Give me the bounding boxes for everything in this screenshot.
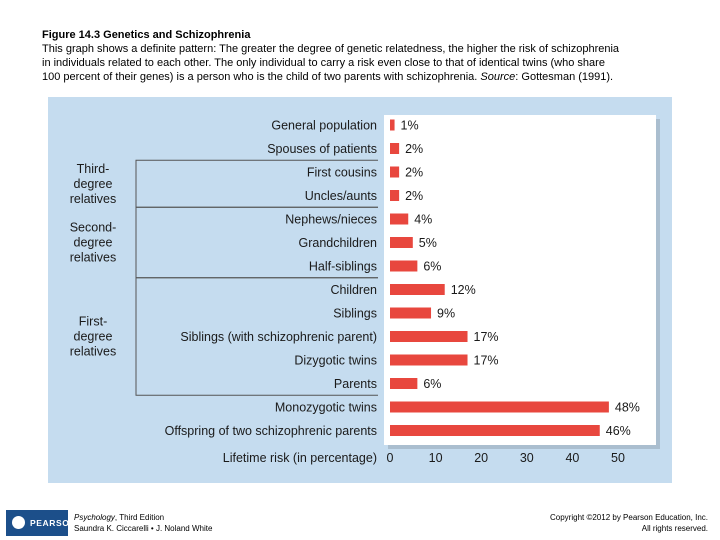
group-bracket-2 [135, 277, 378, 396]
bar-1 [390, 143, 400, 154]
x-tick-0: 0 [387, 451, 394, 465]
value-label-9: 17% [474, 330, 499, 344]
bar-7 [390, 284, 445, 295]
caption-source-ref: : Gottesman (1991). [515, 71, 614, 83]
category-label-13: Offspring of two schizophrenic parents [165, 424, 377, 438]
category-label-7: Children [330, 283, 377, 297]
x-tick-50: 50 [611, 451, 625, 465]
chart-panel: General population 1% Spouses of patients 2… [48, 97, 672, 483]
x-tick-10: 10 [429, 451, 443, 465]
caption-line-1: This graph shows a definite pattern: The… [42, 43, 620, 55]
bar-2 [390, 166, 400, 178]
category-label-6: Half-siblings [309, 260, 377, 274]
category-label-2: First cousins [307, 166, 377, 180]
group-label-0-0: Third- [77, 162, 110, 176]
category-label-5: Grandchildren [298, 236, 377, 250]
bar-10 [390, 354, 468, 366]
x-tick-30: 30 [520, 451, 534, 465]
bar-4 [390, 213, 409, 225]
group-label-2-0: First- [79, 315, 107, 329]
category-label-12: Monozygotic twins [275, 401, 377, 415]
figure-title: Figure 14.3 Genetics and Schizophrenia [42, 29, 251, 41]
value-label-12: 48% [615, 401, 640, 415]
pearson-logo: PEARSON [6, 510, 76, 536]
copyright-text: Copyright ©2012 by Pearson Education, In… [550, 513, 708, 522]
bar-0 [390, 119, 395, 131]
category-label-9: Siblings (with schizophrenic parent) [180, 330, 377, 344]
value-label-10: 17% [474, 354, 499, 368]
category-label-4: Nephews/nieces [285, 213, 377, 227]
value-label-4: 4% [414, 213, 432, 227]
value-label-7: 12% [451, 283, 476, 297]
caption-source-label: Source [480, 71, 516, 83]
rights-text: All rights reserved. [641, 524, 708, 533]
plot-area [384, 115, 656, 445]
x-tick-40: 40 [565, 451, 579, 465]
bar-12 [390, 401, 609, 413]
value-label-3: 2% [405, 189, 423, 203]
publisher-name: PEARSON [30, 518, 77, 528]
group-label-1-1: degree [74, 236, 113, 250]
value-label-0: 1% [401, 119, 419, 133]
category-label-0: General population [271, 119, 377, 133]
value-label-5: 5% [419, 236, 437, 250]
value-label-2: 2% [405, 166, 423, 180]
x-tick-20: 20 [474, 451, 488, 465]
book-title: Psychology [74, 513, 115, 522]
copyright-notice: Copyright ©2012 by Pearson Education, In… [550, 512, 708, 534]
bar-3 [390, 190, 400, 201]
book-credit: Psychology, Third Edition Saundra K. Cic… [74, 512, 212, 534]
bar-5 [390, 237, 413, 248]
book-authors: Saundra K. Ciccarelli • J. Noland White [74, 524, 213, 533]
group-label-2-2: relatives [70, 345, 117, 359]
value-label-8: 9% [437, 307, 455, 321]
bar-6 [390, 260, 418, 272]
caption-line-3: 100 percent of their genes) is a person … [42, 70, 692, 84]
bar-8 [390, 307, 432, 319]
group-label-0-2: relatives [70, 192, 117, 206]
bar-11 [390, 378, 418, 389]
pearson-mark-icon [12, 516, 25, 529]
category-label-1: Spouses of patients [267, 142, 377, 156]
value-label-13: 46% [606, 424, 631, 438]
x-axis-label: Lifetime risk (in percentage) [223, 451, 377, 465]
book-edition: , Third Edition [114, 513, 165, 522]
bar-13 [390, 425, 600, 436]
risk-bar-chart: General population 1% Spouses of patients 2… [70, 115, 660, 465]
category-label-8: Siblings [333, 307, 377, 321]
value-label-1: 2% [405, 142, 423, 156]
value-label-6: 6% [423, 260, 441, 274]
caption-line-3-text: 100 percent of their genes) is a person … [42, 71, 478, 83]
group-label-1-0: Second- [70, 221, 117, 235]
book-title-line: Psychology, Third Edition [74, 512, 212, 523]
bar-9 [390, 331, 468, 342]
category-label-10: Dizygotic twins [294, 354, 377, 368]
figure-caption: Figure 14.3 Genetics and Schizophrenia T… [42, 28, 692, 84]
group-label-0-1: degree [74, 177, 113, 191]
category-label-11: Parents [334, 377, 377, 391]
group-label-1-2: relatives [70, 251, 117, 265]
caption-line-2: in individuals related to each other. Th… [42, 57, 605, 69]
value-label-11: 6% [423, 377, 441, 391]
category-label-3: Uncles/aunts [305, 189, 377, 203]
group-label-2-1: degree [74, 330, 113, 344]
